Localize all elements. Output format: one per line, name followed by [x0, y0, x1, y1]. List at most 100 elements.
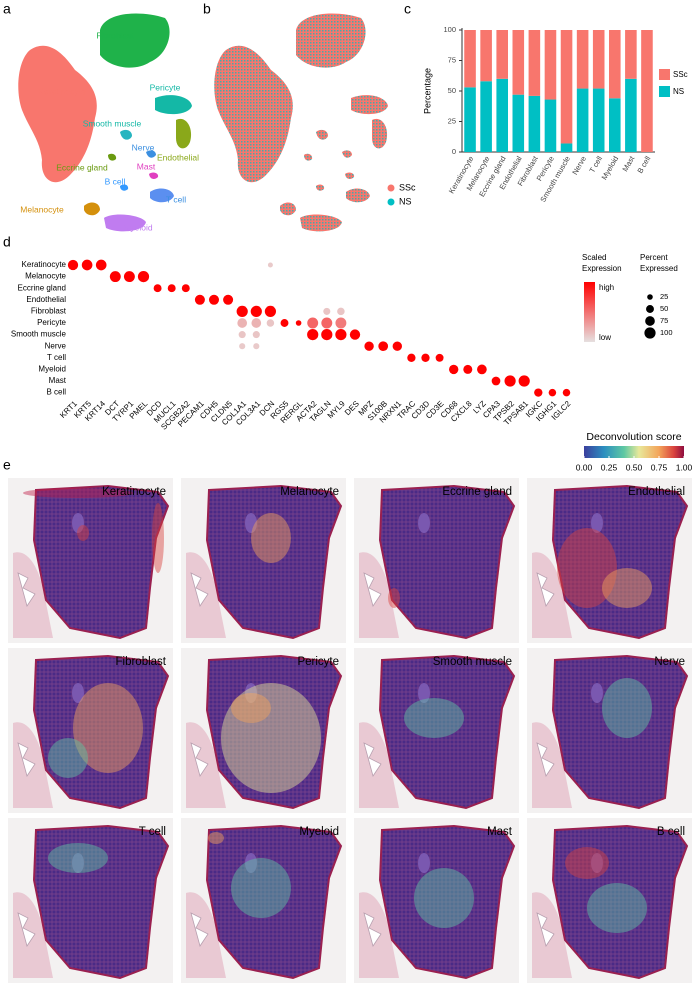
hotspot [231, 858, 291, 918]
dot [123, 271, 135, 283]
bar-segment [480, 30, 492, 82]
dot [67, 259, 79, 271]
dot [337, 307, 345, 316]
bar-segment [609, 30, 621, 99]
bar-segment [528, 95, 541, 152]
dot-plot: Keratinocyte Melanocyte Eccrine gland Endot… [11, 253, 678, 431]
dot [253, 343, 260, 350]
x-tick-label: Nerve [570, 154, 588, 176]
legend-title: Expression [582, 264, 622, 273]
cluster-label: Fibroblast [96, 30, 134, 40]
row-label: Eccrine gland [18, 283, 66, 292]
x-tick-label: Mast [620, 154, 636, 173]
dot [463, 364, 473, 374]
dot [237, 318, 248, 328]
bar-segment [528, 30, 541, 96]
cluster-label: Smooth muscle [83, 118, 142, 128]
dot [223, 294, 234, 305]
row-label: Melanocyte [25, 272, 66, 281]
size-key [644, 327, 656, 339]
size-key [646, 305, 654, 313]
dot [251, 318, 262, 328]
dot [208, 294, 220, 305]
bar-segment [609, 98, 621, 152]
map-title: B cell [657, 826, 685, 838]
dot [153, 284, 162, 293]
dot [295, 320, 302, 326]
dot [239, 343, 246, 350]
dot [518, 375, 530, 387]
tissue-image [527, 648, 692, 813]
legend-label: low [599, 333, 611, 342]
dot [392, 341, 402, 351]
legend-swatch [659, 69, 670, 80]
tissue-image [354, 478, 519, 643]
map-title: Myeloid [299, 826, 339, 838]
dot [491, 376, 501, 386]
cluster [150, 188, 174, 203]
cluster-label: T cell [166, 194, 186, 204]
hotspot [251, 513, 291, 563]
cluster [149, 172, 159, 179]
legend-label: 25 [660, 292, 668, 301]
legend-label: 75 [660, 316, 668, 325]
hotspot [587, 883, 647, 933]
x-tick-label: B cell [635, 154, 652, 175]
cluster [108, 153, 117, 161]
y-tick-label: 25 [448, 116, 456, 125]
legend-label: SSc [399, 182, 416, 192]
cluster [84, 202, 100, 216]
cluster [280, 202, 296, 216]
cluster [120, 129, 132, 140]
cluster [345, 172, 355, 179]
cluster-label: Melanocyte [20, 204, 64, 214]
cluster [342, 150, 352, 158]
row-label: B cell [46, 388, 66, 397]
tick-label: 0.00 [576, 462, 593, 472]
dot [307, 317, 319, 329]
dot [250, 305, 262, 317]
row-label: Smooth muscle [11, 330, 67, 339]
dot [477, 364, 487, 375]
cluster-label: Endothelial [157, 152, 199, 162]
dot [449, 364, 459, 375]
bar-segment [625, 78, 637, 152]
bar-segment [544, 30, 557, 100]
legend-swatch [387, 184, 395, 192]
hotspot [73, 683, 143, 773]
bar-segment [592, 88, 605, 152]
map-title: Endothelial [628, 486, 685, 498]
legend-title: Percent [640, 253, 668, 262]
bar-segment [512, 30, 525, 95]
cluster [296, 13, 366, 68]
dot [435, 353, 444, 362]
hotspot [602, 568, 652, 608]
hotspot [388, 588, 400, 608]
dot [194, 294, 205, 305]
size-key [647, 294, 653, 300]
bar-segment [592, 30, 605, 89]
cluster [316, 184, 325, 191]
y-axis-label: Percentage [422, 68, 432, 114]
map-title: Eccrine gland [442, 486, 512, 498]
map-title: Melanocyte [280, 486, 339, 498]
hotspot [565, 847, 609, 879]
umap-a: Fibroblast Keratinocyte Pericyte Smooth mus… [18, 13, 199, 232]
dot [267, 262, 273, 268]
y-tick-label: 75 [448, 55, 456, 64]
map-title: Nerve [654, 656, 685, 668]
dot [364, 341, 374, 351]
row-label: T cell [47, 353, 66, 362]
hotspot [48, 738, 88, 778]
dot [181, 284, 190, 293]
tick-label: 0.75 [651, 462, 668, 472]
dot [321, 317, 333, 329]
dot [307, 329, 319, 341]
tick-label: 1.00 [676, 462, 693, 472]
dot [504, 375, 516, 387]
tick-label: 0.50 [626, 462, 643, 472]
map-title: Pericyte [297, 656, 339, 668]
cluster [100, 13, 170, 68]
bar-segment [464, 30, 476, 88]
cluster [346, 188, 370, 203]
